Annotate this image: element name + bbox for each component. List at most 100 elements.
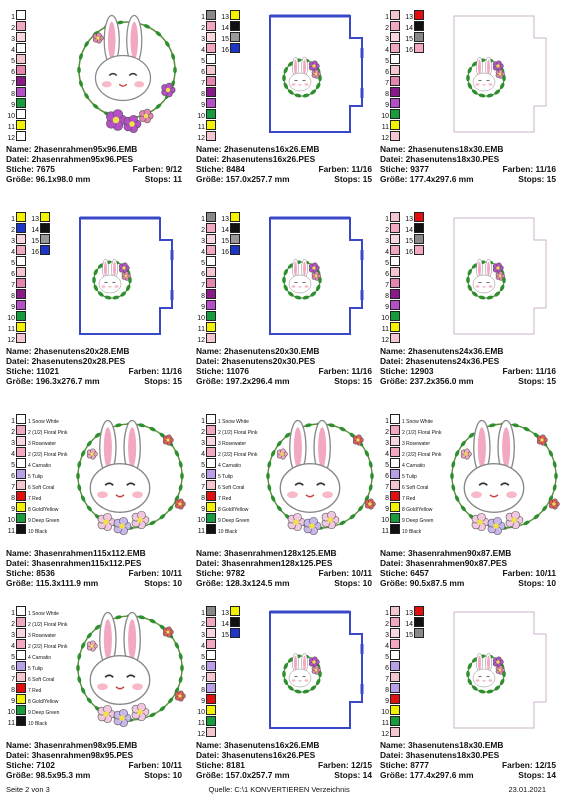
- color-number: 6: [11, 69, 15, 76]
- colors-label: Farben:: [128, 760, 160, 770]
- name-label: Name:: [380, 144, 406, 154]
- color-swatch: [206, 212, 216, 222]
- color-number: 8: [201, 293, 205, 300]
- palette-row: 11 10 Black: [196, 524, 257, 535]
- design-card: 1 13 2 14 3 15 4 16 5 6 7 8 9 10 11 12 Name: 2hasenuten…: [4, 206, 184, 402]
- palette-row: 12: [196, 333, 240, 344]
- color-number: 6: [11, 473, 15, 480]
- color-number: 9: [385, 698, 389, 705]
- color-number: 16: [221, 47, 229, 54]
- color-number: 11: [197, 720, 205, 727]
- palette-row: 8: [380, 289, 424, 300]
- page-footer: Seite 2 von 3 Quelle: C:\1 KONVERTIEREN …: [6, 785, 546, 794]
- palette-row: 3 15: [380, 628, 424, 639]
- palette-row: 11: [6, 322, 50, 333]
- color-swatch: [390, 223, 400, 233]
- design-name: 3hasenrahmen90x87.EMB: [407, 548, 512, 558]
- color-name: 2 (2/2) Floral Pink: [28, 452, 68, 458]
- color-name: 3 Rosewater: [218, 441, 247, 447]
- palette-row: 5: [6, 54, 26, 65]
- stitches-row: Stiche: 7675 Farben: 9/12: [6, 164, 182, 174]
- palette-row: 8: [196, 683, 240, 694]
- color-swatch: [390, 98, 400, 108]
- color-swatch: [390, 727, 400, 737]
- name-row: Name: 3hasenrahmen128x125.EMB: [196, 548, 372, 558]
- color-swatch: [390, 234, 400, 244]
- stitches-label: Stiche:: [6, 164, 34, 174]
- color-name: 4 Carnatio: [218, 463, 242, 469]
- color-number: 16: [405, 47, 413, 54]
- color-swatch: [390, 414, 400, 424]
- design-info: Name: 2hasenrahmen95x96.EMB Datei: 2hase…: [6, 144, 182, 184]
- color-swatch: [390, 617, 400, 627]
- name-label: Name:: [196, 548, 222, 558]
- design-file: 2hasenutens18x30.PES: [405, 154, 500, 164]
- color-number: 7: [201, 676, 205, 683]
- design-size: 177.4x297.6 mm: [409, 174, 474, 184]
- color-swatch: [390, 716, 400, 726]
- file-label: Datei:: [380, 154, 404, 164]
- palette-row: 7: [380, 278, 424, 289]
- color-swatch: [230, 223, 240, 233]
- color-palette: 1 1 Snow White 2 2 (1/2) Floral Pink 3 3 Rose…: [6, 414, 67, 535]
- color-swatch: [206, 109, 216, 119]
- colors-label: Farben:: [132, 164, 164, 174]
- color-name: 8 Gold/Yellow: [218, 507, 249, 513]
- color-number: 4: [201, 249, 205, 256]
- palette-row: 1 13: [196, 10, 240, 21]
- palette-row: 7 6 Soft Coral: [6, 480, 67, 491]
- color-number: 6: [201, 69, 205, 76]
- palette-row: 1 13: [380, 606, 424, 617]
- color-palette: 1 1 Snow White 2 2 (1/2) Floral Pink 3 3 Rose…: [6, 606, 67, 727]
- color-swatch: [16, 513, 26, 523]
- color-number: 1: [11, 216, 15, 223]
- color-number: 13: [31, 216, 39, 223]
- color-number: 7: [11, 80, 15, 87]
- name-row: Name: 3hasenutens18x30.EMB: [380, 740, 556, 750]
- stitches-label: Stiche:: [196, 760, 224, 770]
- color-number: 12: [381, 337, 389, 344]
- color-name: 4 Carnatio: [402, 463, 426, 469]
- stops-label: Stops:: [334, 376, 361, 386]
- size-row: Größe: 157.0x257.7 mm Stops: 15: [196, 174, 372, 184]
- palette-row: 5 4 Carnatio: [196, 458, 257, 469]
- color-swatch: [16, 683, 26, 693]
- palette-row: 9 8 Gold/Yellow: [6, 694, 67, 705]
- size-label: Größe:: [6, 770, 34, 780]
- color-name: 10 Black: [402, 529, 422, 535]
- color-swatch: [390, 109, 400, 119]
- palette-row: 7: [6, 76, 26, 87]
- color-swatch: [206, 727, 216, 737]
- palette-row: 12: [6, 333, 50, 344]
- palette-row: 9: [196, 300, 240, 311]
- design-size: 115.3x111.9 mm: [35, 578, 99, 588]
- color-number: 7: [201, 80, 205, 87]
- color-swatch: [16, 131, 26, 141]
- color-number: 1: [201, 418, 205, 425]
- color-count: 11/16: [351, 164, 373, 174]
- color-number: 14: [221, 621, 229, 628]
- design-file: 3hasenutens18x30.PES: [405, 750, 500, 760]
- color-swatch: [16, 458, 26, 468]
- color-number: 2: [201, 227, 205, 234]
- color-name: 7 Red: [218, 496, 232, 502]
- color-swatch: [390, 333, 400, 343]
- size-label: Größe:: [6, 376, 34, 386]
- design-size: 157.0x257.7 mm: [225, 174, 290, 184]
- color-number: 9: [385, 304, 389, 311]
- stitch-count: 9782: [226, 568, 245, 578]
- stops-label: Stops:: [144, 376, 171, 386]
- color-number: 7: [11, 484, 15, 491]
- stitches-row: Stiche: 8181 Farben: 12/15: [196, 760, 372, 770]
- stitches-label: Stiche:: [6, 568, 34, 578]
- design-info: Name: 2hasenutens16x26.EMB Datei: 2hasen…: [196, 144, 372, 184]
- color-swatch: [414, 43, 424, 53]
- design-card: 1 1 Snow White 2 2 (1/2) Floral Pink 3 3 Rose…: [194, 408, 376, 604]
- palette-row: 2 2 (1/2) Floral Pink: [6, 617, 67, 628]
- color-palette: 1 13 2 14 3 15 4 5 6 7 8 9 10 11 12: [380, 606, 424, 738]
- color-swatch: [230, 606, 240, 616]
- design-file: 3hasenrahmen90x87.PES: [405, 558, 508, 568]
- color-swatch: [16, 256, 26, 266]
- file-row: Datei: 3hasenrahmen128x125.PES: [196, 558, 372, 568]
- color-number: 4: [385, 47, 389, 54]
